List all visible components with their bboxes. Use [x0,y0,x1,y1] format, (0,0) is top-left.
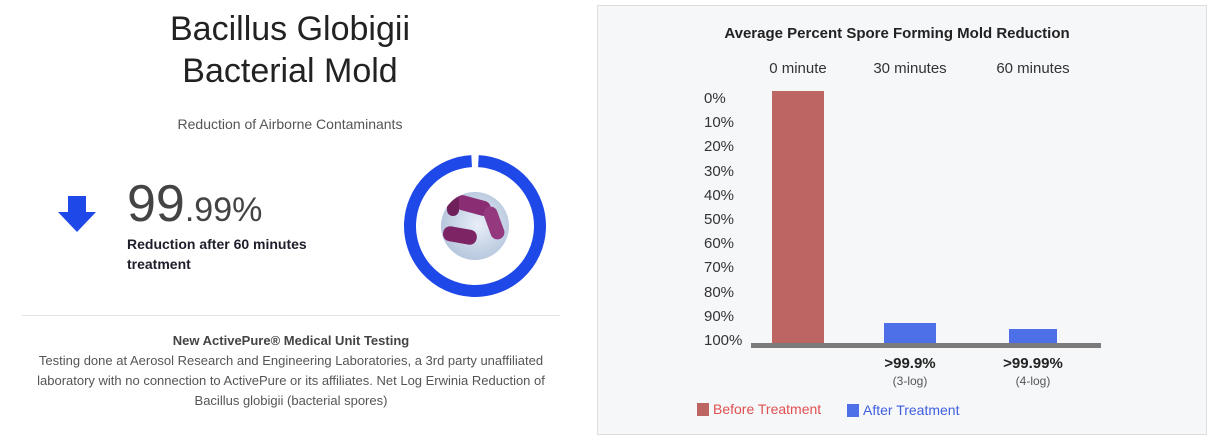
category-label: 0 minute [769,60,827,77]
page-title: Bacillus Globigii Bacterial Mold [90,8,490,92]
note-title: New ActivePure® Medical Unit Testing [172,333,410,348]
bar-before [772,91,824,343]
y-tick-label: 20% [704,138,735,156]
bacteria-image [441,192,509,260]
title-line-1: Bacillus Globigii [170,10,410,48]
note-body: Testing done at Aerosol Research and Eng… [37,353,545,408]
data-sublabel: (3-log) [892,374,928,388]
legend-label: After Treatment [863,402,960,418]
y-tick-label: 60% [704,235,735,253]
category-label: 60 minutes [996,60,1070,77]
y-tick-label: 0% [704,90,726,107]
arrow-down-icon [58,196,96,232]
legend-swatch [847,404,859,417]
legend-label: Before Treatment [713,401,822,417]
y-tick-label: 90% [704,307,735,325]
legend-swatch [697,403,709,416]
divider [22,315,560,316]
y-tick-label: 40% [704,186,735,204]
category-label: 30 minutes [873,60,947,77]
x-axis-line [751,343,1101,348]
data-label: >99.9% [884,355,936,372]
bar-after [1009,329,1057,343]
y-tick-label: 70% [704,259,735,277]
y-tick-label: 30% [704,162,735,180]
chart-panel [597,5,1207,435]
data-label: >99.99% [1003,355,1063,372]
y-tick-label: 80% [704,283,735,301]
title-line-2: Bacterial Mold [182,52,398,90]
chart-title: Average Percent Spore Forming Mold Reduc… [724,25,1070,42]
progress-ring [404,155,546,297]
y-tick-label: 10% [704,114,735,132]
stat-label: Reduction after 60 minutes treatment [127,236,307,272]
data-sublabel: (4-log) [1015,374,1051,388]
subtitle: Reduction of Airborne Contaminants [177,116,403,132]
stat-fraction: .99% [184,191,263,229]
y-tick-label: 50% [704,211,735,228]
stat-value: 99.99% [127,174,262,234]
stat-whole: 99 [127,175,185,233]
bar-after [884,322,936,343]
y-tick-label: 100% [704,332,743,349]
